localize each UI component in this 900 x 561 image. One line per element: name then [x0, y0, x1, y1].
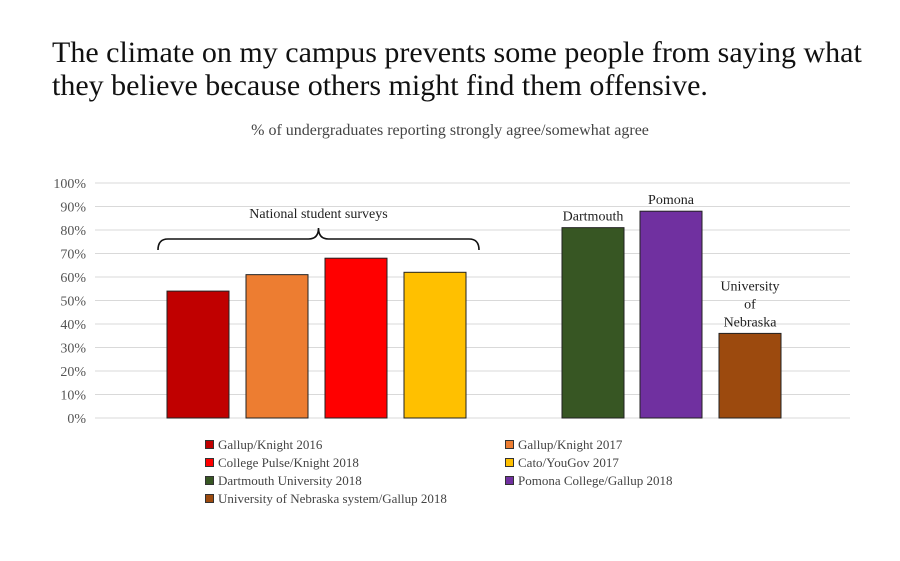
y-tick-label: 70% — [60, 248, 86, 263]
legend-swatch — [205, 458, 214, 467]
y-tick-label: 50% — [60, 295, 86, 310]
chart-subtitle: % of undergraduates reporting strongly a… — [251, 122, 649, 139]
y-tick-label: 90% — [60, 201, 86, 216]
y-tick-label: 100% — [53, 177, 86, 192]
bar — [561, 227, 625, 419]
y-tick-label: 10% — [60, 389, 86, 404]
legend-swatch — [205, 494, 214, 503]
legend-label: College Pulse/Knight 2018 — [218, 454, 359, 470]
legend-label: Dartmouth University 2018 — [218, 472, 362, 488]
legend-item: Pomona College/Gallup 2018 — [505, 472, 725, 489]
bracket-label: National student surveys — [249, 207, 387, 222]
bar — [403, 271, 467, 419]
legend-item: Gallup/Knight 2017 — [505, 436, 725, 453]
legend-label: Gallup/Knight 2016 — [218, 436, 323, 452]
y-tick-label: 80% — [60, 224, 86, 239]
legend-label: Gallup/Knight 2017 — [518, 436, 623, 452]
bar-annotation: Dartmouth — [563, 210, 624, 225]
y-tick-label: 40% — [60, 318, 86, 333]
bar — [245, 274, 309, 419]
national-surveys-bracket — [157, 227, 480, 251]
y-tick-label: 30% — [60, 342, 86, 357]
legend-label: Cato/YouGov 2017 — [518, 454, 619, 470]
legend-item: Dartmouth University 2018 — [205, 472, 505, 489]
legend-item: Gallup/Knight 2016 — [205, 436, 505, 453]
bar — [718, 332, 782, 419]
bar-annotation: Nebraska — [724, 315, 778, 330]
legend-label: Pomona College/Gallup 2018 — [518, 472, 673, 488]
legend-swatch — [505, 440, 514, 449]
legend-swatch — [205, 476, 214, 485]
legend-swatch — [505, 458, 514, 467]
legend-item: College Pulse/Knight 2018 — [205, 454, 505, 471]
bar — [639, 210, 703, 419]
legend-item: University of Nebraska system/Gallup 201… — [205, 490, 505, 507]
y-tick-label: 0% — [67, 412, 86, 427]
legend-swatch — [505, 476, 514, 485]
y-tick-label: 60% — [60, 271, 86, 286]
legend-item: Cato/YouGov 2017 — [505, 454, 725, 471]
legend-label: University of Nebraska system/Gallup 201… — [218, 490, 447, 506]
bar — [324, 257, 388, 419]
legend-swatch — [205, 440, 214, 449]
chart-title: The climate on my campus prevents some p… — [52, 36, 862, 102]
bar-annotation: of — [744, 297, 756, 312]
bar-annotation: Pomona — [648, 193, 695, 208]
bar — [166, 290, 230, 419]
y-tick-label: 20% — [60, 365, 86, 380]
chart-legend: Gallup/Knight 2016 Gallup/Knight 2017 Coll… — [205, 436, 725, 507]
bar-annotation: University — [720, 279, 779, 294]
